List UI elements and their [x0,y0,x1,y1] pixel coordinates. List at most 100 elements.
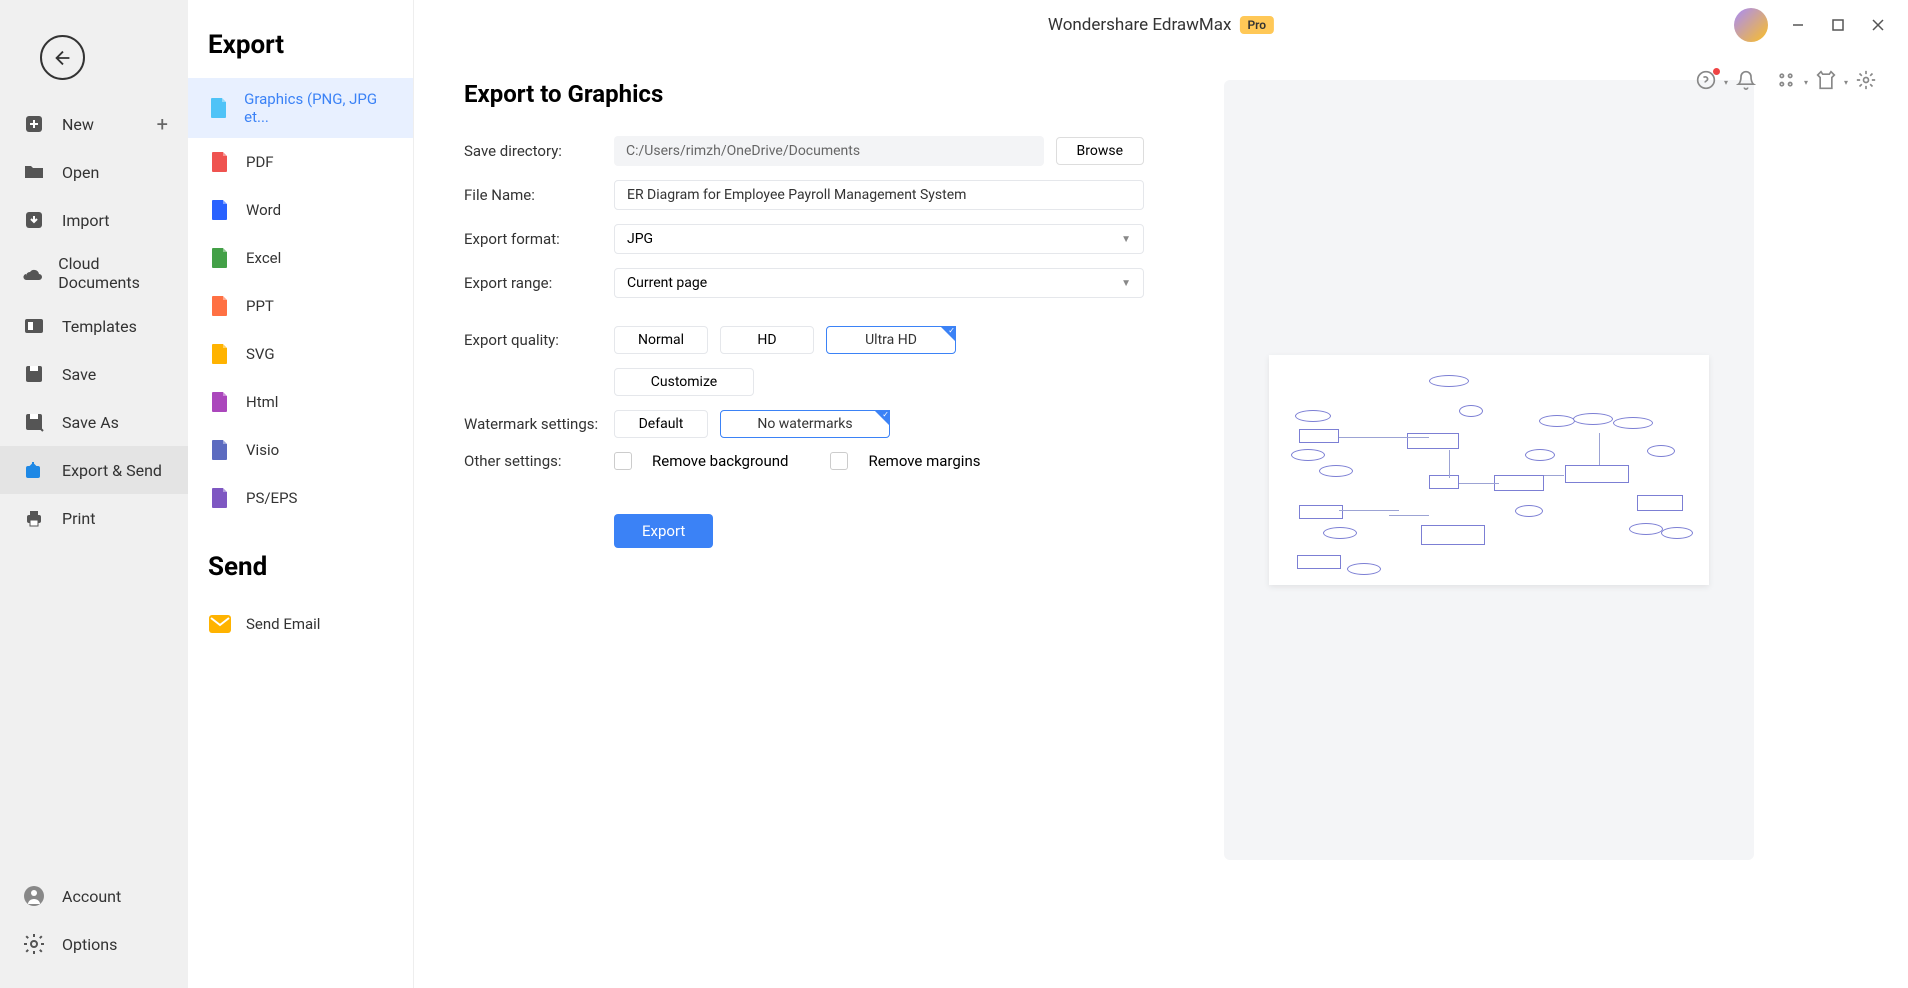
diagram-node [1295,410,1331,422]
watermark-no-watermarks[interactable]: No watermarks [720,410,890,438]
quality-normal[interactable]: Normal [614,326,708,354]
nav-open[interactable]: Open [0,148,188,196]
file-icon [208,390,232,414]
send-heading: Send [188,552,413,600]
nav-templates[interactable]: Templates [0,302,188,350]
file-icon [208,486,232,510]
nav-cloud-documents[interactable]: Cloud Documents [0,244,188,302]
customize-button[interactable]: Customize [614,368,754,396]
nav-save-as[interactable]: Save As [0,398,188,446]
diagram-node [1429,375,1469,387]
format-select[interactable]: JPG▼ [614,224,1144,254]
filename-label: File Name: [464,186,614,204]
other-label: Other settings: [464,452,614,470]
bell-icon[interactable] [1736,70,1758,92]
filename-input[interactable] [614,180,1144,210]
diagram-node [1291,449,1325,461]
remove-bg-checkbox[interactable] [614,452,632,470]
format-label: Export format: [464,230,614,248]
quality-hd[interactable]: HD [720,326,814,354]
export-type-ppt[interactable]: PPT [188,282,413,330]
shirt-icon[interactable]: ▾ [1816,70,1838,92]
diagram-node [1323,527,1357,539]
diagram-node [1661,527,1693,539]
minimize-button[interactable] [1788,15,1808,35]
folder-icon [20,158,48,186]
app-title: Wondershare EdrawMax [1048,15,1232,35]
diagram-node [1539,415,1575,427]
diagram-node [1319,465,1353,477]
range-select[interactable]: Current page▼ [614,268,1144,298]
nav-import[interactable]: Import [0,196,188,244]
file-icon [208,294,232,318]
diagram-node [1459,405,1483,417]
send-email[interactable]: Send Email [188,600,413,648]
diagram-node [1525,449,1555,461]
export-button[interactable]: Export [614,514,713,548]
export-type-ps-eps[interactable]: PS/EPS [188,474,413,522]
diagram-node [1299,429,1339,443]
export-type-html[interactable]: Html [188,378,413,426]
preview-area [1224,80,1754,860]
watermark-default[interactable]: Default [614,410,708,438]
maximize-button[interactable] [1828,15,1848,35]
print-icon [20,504,48,532]
export-type-graphics-png-jpg-et-[interactable]: Graphics (PNG, JPG et... [188,78,413,138]
nav-new[interactable]: New+ [0,100,188,148]
account-icon [20,882,48,910]
gear-icon[interactable] [1856,70,1878,92]
grid-icon[interactable]: ▾ [1776,70,1798,92]
download-icon [20,206,48,234]
watermark-label: Watermark settings: [464,415,614,433]
export-type-word[interactable]: Word [188,186,413,234]
diagram-node [1347,563,1381,575]
diagram-node [1494,475,1544,491]
nav-save[interactable]: Save [0,350,188,398]
nav-export-send[interactable]: Export & Send [0,446,188,494]
export-type-visio[interactable]: Visio [188,426,413,474]
back-button[interactable] [40,35,85,80]
quality-ultra-hd[interactable]: Ultra HD [826,326,956,354]
export-form: Export to Graphics Save directory: Brows… [464,80,1144,860]
export-type-excel[interactable]: Excel [188,234,413,282]
save-icon [20,360,48,388]
preview-canvas [1269,355,1709,585]
nav-options[interactable]: Options [0,920,188,968]
remove-bg-label: Remove background [652,452,788,470]
file-icon [208,96,230,120]
sidebar: New+OpenImportCloud DocumentsTemplatesSa… [0,0,188,988]
quality-label: Export quality: [464,331,614,349]
form-title: Export to Graphics [464,80,1144,108]
diagram-node [1573,413,1613,425]
remove-margins-checkbox[interactable] [830,452,848,470]
diagram-node [1613,417,1653,429]
file-icon [208,246,232,270]
diagram-node [1629,523,1663,535]
diagram-node [1421,525,1485,545]
avatar[interactable] [1734,8,1768,42]
export-icon [20,456,48,484]
main-area: Wondershare EdrawMax Pro ▾ ▾ ▾ Export to… [414,0,1908,988]
file-icon [208,150,232,174]
nav-print[interactable]: Print [0,494,188,542]
export-type-pdf[interactable]: PDF [188,138,413,186]
diagram-node [1515,505,1543,517]
email-icon [208,612,232,636]
export-type-svg[interactable]: SVG [188,330,413,378]
titlebar: Wondershare EdrawMax Pro [414,0,1908,50]
diagram-node [1565,465,1629,483]
diagram-node [1429,475,1459,489]
plus-icon [20,110,48,138]
diagram-node [1407,433,1459,449]
nav-account[interactable]: Account [0,872,188,920]
export-heading: Export [188,30,413,78]
file-icon [208,198,232,222]
browse-button[interactable]: Browse [1056,137,1144,165]
close-button[interactable] [1868,15,1888,35]
templates-icon [20,312,48,340]
file-icon [208,438,232,462]
help-icon[interactable]: ▾ [1696,70,1718,92]
diagram-node [1637,495,1683,511]
range-label: Export range: [464,274,614,292]
save-dir-input[interactable] [614,136,1044,166]
